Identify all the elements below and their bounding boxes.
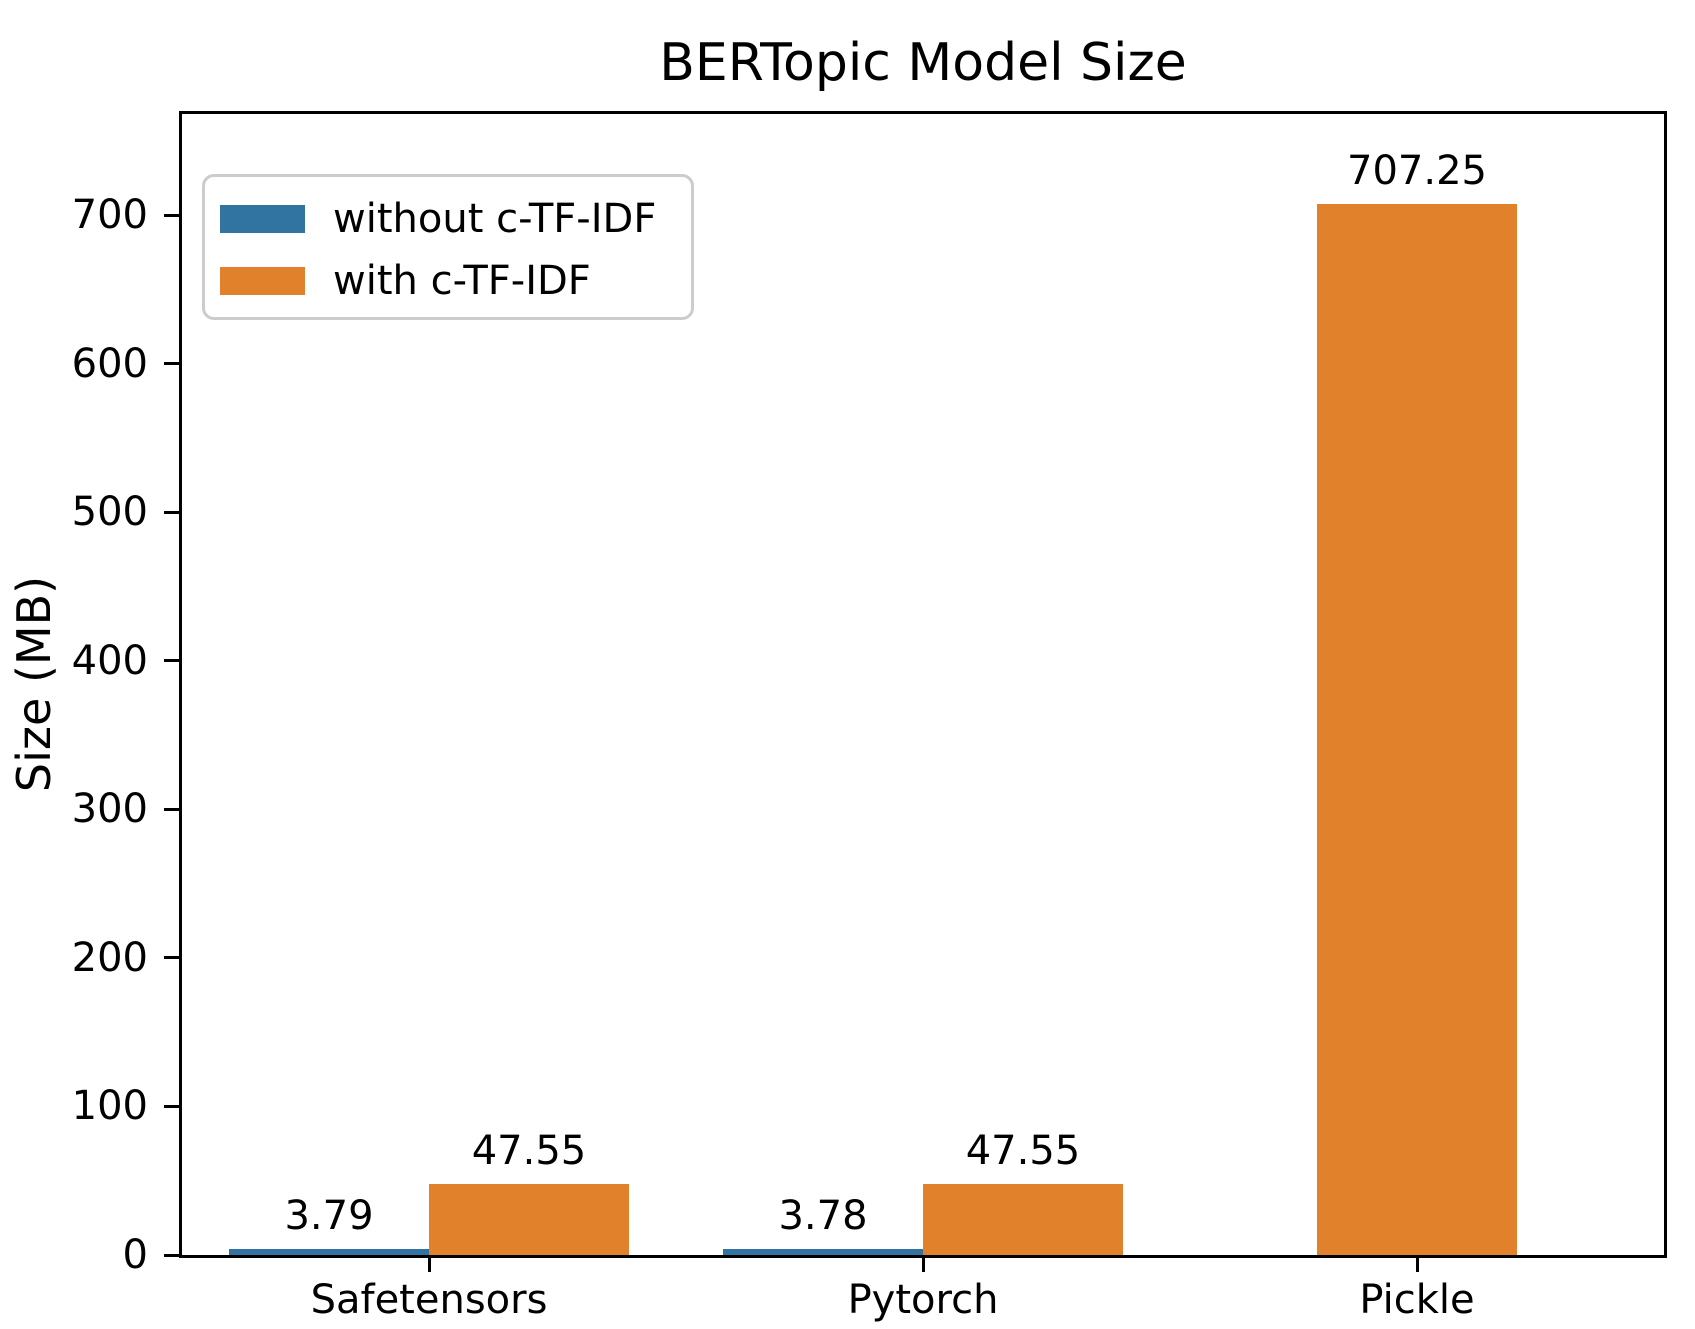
x-tick-label-pytorch: Pytorch <box>847 1277 999 1323</box>
y-tick-label: 700 <box>71 192 148 239</box>
y-tick-label: 600 <box>71 340 148 387</box>
legend: without c-TF-IDF with c-TF-IDF <box>202 174 694 320</box>
bar-value-label: 3.79 <box>284 1193 374 1240</box>
legend-swatch-without-ctfidf <box>220 205 305 233</box>
y-tick-mark <box>164 1104 179 1108</box>
bar-value-label: 47.55 <box>471 1128 587 1175</box>
legend-label: without c-TF-IDF <box>333 196 657 242</box>
y-tick-mark <box>164 1253 179 1257</box>
y-tick-label: 300 <box>71 786 148 833</box>
y-tick-mark <box>164 659 179 663</box>
x-tick-mark <box>921 1258 925 1272</box>
x-tick-mark <box>1415 1258 1419 1272</box>
y-tick-label: 500 <box>71 489 148 536</box>
y-tick-mark <box>164 510 179 514</box>
bar-value-label: 707.25 <box>1347 148 1487 195</box>
y-tick-mark <box>164 956 179 960</box>
bar-pickle-with-ctfidf <box>1317 204 1517 1255</box>
legend-row: without c-TF-IDF <box>220 190 691 248</box>
y-tick-mark <box>164 807 179 811</box>
y-tick-label: 400 <box>71 637 148 684</box>
bar-safetensors-with-ctfidf <box>429 1184 629 1255</box>
bar-safetensors-without-ctfidf <box>229 1249 429 1255</box>
bar-value-label: 47.55 <box>965 1128 1081 1175</box>
x-tick-mark <box>427 1258 431 1272</box>
legend-swatch-with-ctfidf <box>220 267 305 295</box>
y-tick-label: 100 <box>71 1083 148 1130</box>
y-tick-mark <box>164 213 179 217</box>
y-tick-label: 0 <box>122 1232 148 1278</box>
bar-value-label: 3.78 <box>778 1193 868 1240</box>
y-tick-label: 200 <box>71 934 148 981</box>
chart-title: BERTopic Model Size <box>659 33 1187 93</box>
bar-pytorch-without-ctfidf <box>723 1249 923 1255</box>
bar-pytorch-with-ctfidf <box>923 1184 1123 1255</box>
x-tick-label-pickle: Pickle <box>1359 1277 1475 1323</box>
x-tick-label-safetensors: Safetensors <box>310 1277 548 1323</box>
legend-label: with c-TF-IDF <box>333 258 591 304</box>
legend-row: with c-TF-IDF <box>220 252 691 310</box>
y-tick-mark <box>164 362 179 366</box>
